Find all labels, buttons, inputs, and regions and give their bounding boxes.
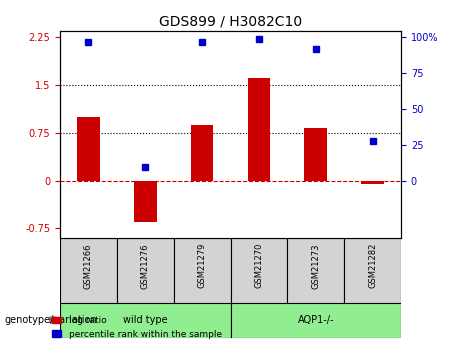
FancyBboxPatch shape [174,238,230,303]
Title: GDS899 / H3082C10: GDS899 / H3082C10 [159,14,302,29]
FancyBboxPatch shape [117,238,174,303]
FancyBboxPatch shape [230,303,401,338]
Legend: log ratio, percentile rank within the sample: log ratio, percentile rank within the sa… [51,314,224,341]
Bar [191,125,213,181]
Text: GSM21276: GSM21276 [141,243,150,288]
Text: AQP1-/-: AQP1-/- [297,315,334,325]
Text: genotype/variation: genotype/variation [5,315,97,325]
Bar [77,117,100,181]
Text: wild type: wild type [123,315,167,325]
FancyBboxPatch shape [344,238,401,303]
FancyBboxPatch shape [60,303,230,338]
Bar [248,78,270,181]
FancyBboxPatch shape [230,238,287,303]
Bar [361,181,384,184]
Text: GSM21273: GSM21273 [311,243,320,288]
Text: GSM21279: GSM21279 [198,243,207,288]
FancyBboxPatch shape [287,238,344,303]
Text: GSM21270: GSM21270 [254,243,263,288]
Bar [134,181,157,222]
FancyBboxPatch shape [60,238,117,303]
Bar [304,128,327,181]
Text: GSM21266: GSM21266 [84,243,93,288]
Text: GSM21282: GSM21282 [368,243,377,288]
